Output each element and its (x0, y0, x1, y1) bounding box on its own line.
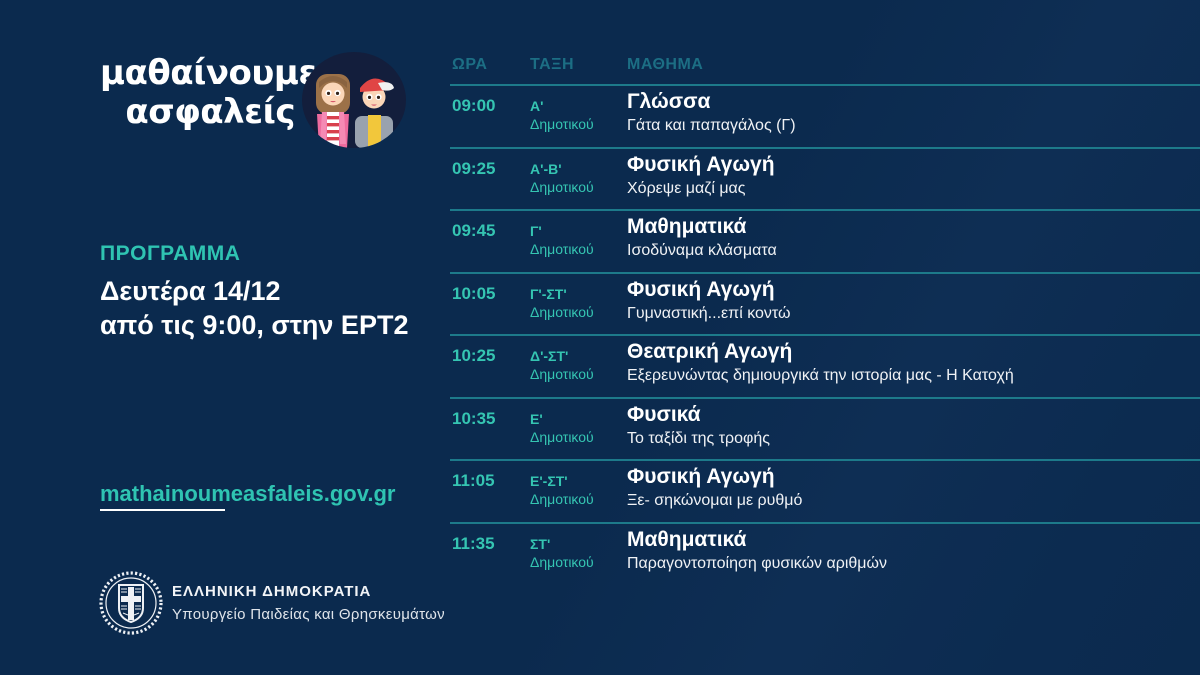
broadcast-date: Δευτέρα 14/12 (100, 276, 281, 306)
website-link-underline (100, 509, 225, 511)
grade-cell: ΣΤ' Δημοτικού (530, 535, 594, 571)
schedule-row: 11:05 Ε'-ΣΤ' Δημοτικού Φυσική Αγωγή Ξε- σηκώ… (450, 461, 1200, 524)
schedule-row: 09:25 Α'-Β' Δημοτικού Φυσική Αγωγή Χόρεψε μα… (450, 149, 1200, 211)
grade-level: Δημοτικού (530, 553, 594, 570)
grade-level: Δημοτικού (530, 303, 594, 320)
topic-cell: Παραγοντοποίηση φυσικών αριθμών (627, 554, 888, 572)
schedule-row: 09:45 Γ' Δημοτικού Μαθηματικά Ισοδύναμα κλάσ… (450, 211, 1200, 274)
grade-letter: Γ' (530, 223, 542, 239)
grade-level: Δημοτικού (530, 116, 594, 132)
schedule-row: 10:05 Γ'-ΣΤ' Δημοτικού Φυσική Αγωγή Γυμναστι… (450, 274, 1200, 336)
time-cell: 10:05 (452, 283, 496, 303)
schedule-row: 10:25 Δ'-ΣΤ' Δημοτικού Θεατρική Αγωγή Εξερευ… (450, 336, 1200, 399)
time-cell: 09:00 (452, 96, 496, 115)
time-cell: 10:25 (452, 346, 496, 365)
subject-cell: Μαθηματικά (627, 527, 747, 551)
grade-letter: Γ'-ΣΤ' (530, 285, 567, 302)
schedule-row: 10:35 Ε' Δημοτικού Φυσικά Το ταξίδι της τροφ… (450, 399, 1200, 461)
grade-cell: Γ'-ΣΤ' Δημοτικού (530, 285, 594, 321)
website-link[interactable]: mathainoumeasfaleis.gov.gr (100, 481, 396, 506)
time-cell: 11:35 (452, 533, 495, 553)
column-header-grade: ΤΑΞΗ (530, 56, 574, 73)
brand-logo-text: μαθαίνουμε ασφαλείς (100, 53, 317, 132)
brand-logo-line1: μαθαίνουμε (100, 53, 317, 93)
grade-cell: Α'-Β' Δημοτικού (530, 160, 594, 196)
grade-cell: Ε'-ΣΤ' Δημοτικού (530, 472, 594, 508)
topic-cell: Χόρεψε μαζί μας (627, 179, 746, 197)
grade-letter: ΣΤ' (530, 535, 551, 552)
program-heading: ΠΡΟΓΡΑΜΜΑ (100, 242, 241, 265)
grade-letter: Α'-Β' (530, 160, 562, 177)
grade-level: Δημοτικού (530, 241, 594, 257)
subject-cell: Γλώσσα (627, 90, 711, 113)
brand-logo: μαθαίνουμε ασφαλείς (100, 52, 410, 152)
topic-cell: Γάτα και παπαγάλος (Γ) (627, 117, 796, 134)
column-header-time: ΩΡΑ (452, 56, 488, 73)
subject-cell: Φυσική Αγωγή (627, 277, 775, 301)
subject-cell: Φυσική Αγωγή (627, 152, 775, 176)
grade-cell: Ε' Δημοτικού (530, 410, 594, 446)
subject-cell: Μαθηματικά (627, 215, 747, 238)
topic-cell: Ισοδύναμα κλάσματα (627, 242, 777, 259)
broadcast-date-block: Δευτέρα 14/12 από τις 9:00, στην ΕΡΤ2 (100, 274, 408, 342)
greek-republic-emblem-icon (99, 571, 163, 635)
grade-level: Δημοτικού (530, 178, 594, 195)
brand-logo-line2: ασφαλείς (125, 92, 295, 132)
grade-level: Δημοτικού (530, 428, 594, 445)
subject-cell: Θεατρική Αγωγή (627, 340, 793, 363)
topic-cell: Το ταξίδι της τροφής (627, 429, 771, 447)
time-cell: 10:35 (452, 408, 496, 428)
subject-cell: Φυσικά (627, 402, 701, 426)
grade-level: Δημοτικού (530, 366, 594, 382)
time-cell: 09:45 (452, 221, 496, 240)
topic-cell: Ξε- σηκώνομαι με ρυθμό (627, 492, 803, 509)
children-illustration-drawing (316, 74, 394, 148)
column-header-subject: ΜΑΘΗΜΑ (627, 56, 704, 73)
schedule-table: 09:00 Α' Δημοτικού Γλώσσα Γάτα και παπαγάλος… (450, 86, 1200, 584)
grade-cell: Δ'-ΣΤ' Δημοτικού (530, 347, 594, 383)
grade-cell: Α' Δημοτικού (530, 97, 594, 133)
grade-cell: Γ' Δημοτικού (530, 222, 594, 258)
schedule-row: 11:35 ΣΤ' Δημοτικού Μαθηματικά Παραγοντοποίη… (450, 524, 1200, 585)
government-name: ΕΛΛΗΝΙΚΗ ΔΗΜΟΚΡΑΤΙΑ (172, 583, 372, 600)
topic-cell: Εξερευνώντας δημιουργικά την ιστορία μας… (627, 367, 1014, 384)
grade-letter: Α' (530, 98, 544, 114)
time-cell: 11:05 (452, 471, 495, 490)
grade-level: Δημοτικού (530, 491, 594, 507)
time-cell: 09:25 (452, 158, 496, 178)
grade-letter: Ε'-ΣΤ' (530, 473, 568, 489)
children-illustration (302, 52, 406, 148)
schedule-row: 09:00 Α' Δημοτικού Γλώσσα Γάτα και παπαγάλος… (450, 86, 1200, 149)
subject-cell: Φυσική Αγωγή (627, 465, 775, 488)
broadcast-time-channel: από τις 9:00, στην ΕΡΤ2 (100, 310, 409, 340)
topic-cell: Γυμναστική...επί κοντώ (627, 304, 791, 322)
ministry-name: Υπουργείο Παιδείας και Θρησκευμάτων (172, 606, 445, 623)
government-footer: ΕΛΛΗΝΙΚΗ ΔΗΜΟΚΡΑΤΙΑ Υπουργείο Παιδείας κ… (98, 570, 458, 640)
table-header-divider (450, 84, 1200, 86)
grade-letter: Ε' (530, 410, 543, 427)
grade-letter: Δ'-ΣΤ' (530, 348, 569, 364)
